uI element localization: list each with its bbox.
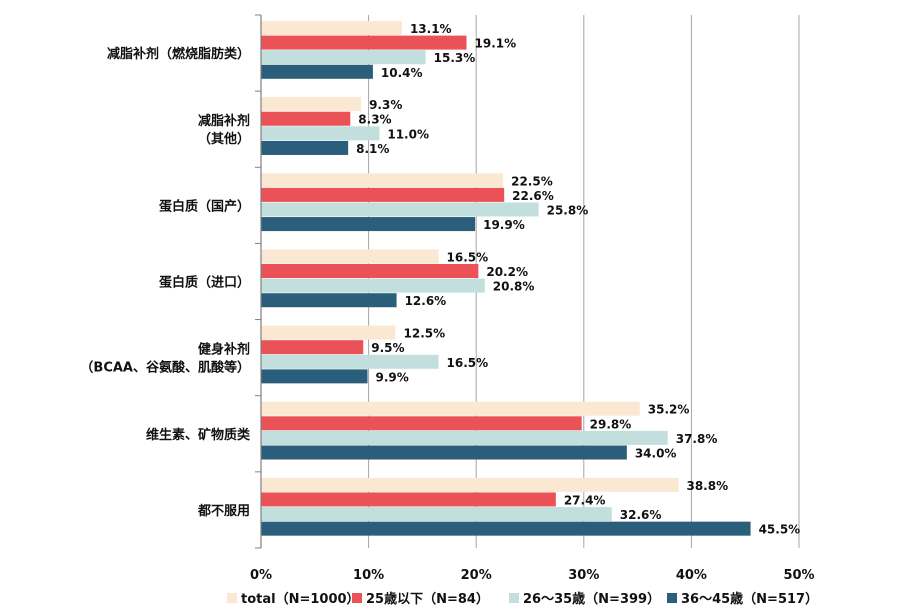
x-tick-label: 30% [568,568,599,583]
legend-swatch [227,593,237,603]
bar-value-label: 11.0% [387,127,429,141]
legend: total（N=1000） 25歳以下（N=84） 26～35歳（N=399） 36～… [227,591,818,607]
bar-value-label: 32.6% [620,508,662,522]
bar [261,477,679,492]
bar [261,521,751,536]
bar [261,35,467,50]
legend-label: total（N=1000） [241,591,360,607]
bar [261,340,364,355]
category-label: 蛋白质（国产） [159,198,250,214]
bar-value-label: 8.1% [356,142,389,156]
bar-value-label: 20.8% [493,280,535,294]
bar [261,401,640,416]
bar-value-label: 25.8% [547,203,589,217]
legend-swatch [509,593,519,603]
bar [261,492,556,507]
bar-value-label: 15.3% [434,51,476,65]
bar [261,21,402,35]
x-tick-label: 50% [783,568,814,583]
bar [261,264,479,279]
bar-value-label: 10.4% [381,66,423,80]
bar-value-label: 22.5% [511,174,553,188]
bar-value-label: 9.3% [369,98,402,112]
bar [261,293,397,308]
bar-value-label: 29.8% [590,417,632,431]
category-label: （其他） [198,131,250,147]
category-label: （BCAA、谷氨酸、肌酸等） [80,360,250,376]
x-tick-label: 0% [250,568,272,583]
legend-swatch [667,593,677,603]
bar [261,445,627,460]
bar-value-label: 12.5% [404,327,446,341]
bar [261,249,439,264]
bar [261,369,368,384]
legend-label: 36～45歳（N=517） [681,591,818,607]
bar [261,111,351,126]
bar [261,126,380,141]
bar-value-label: 45.5% [759,523,801,537]
bar-value-label: 9.9% [376,370,409,384]
bar [261,278,485,293]
bar [261,202,539,217]
bar-value-label: 34.0% [635,447,677,461]
bar [261,325,396,340]
bar-value-label: 38.8% [686,479,728,493]
bar [261,430,668,445]
bar [261,64,373,79]
category-label: 蛋白质（进口） [159,275,250,291]
bar [261,173,504,188]
bar [261,507,612,522]
category-labels: 减脂补剂（燃烧脂肪类） 减脂补剂 （其他） 蛋白质（国产） 蛋白质（进口） 健身补剂 （BC… [80,46,251,519]
bar-value-label: 16.5% [447,356,489,370]
x-tick-label: 40% [676,568,707,583]
bar-value-label: 22.6% [512,189,554,203]
category-label: 维生素、矿物质类 [146,427,251,443]
bar-value-label: 20.2% [486,265,528,279]
bar [261,187,505,202]
legend-label: 26～35歳（N=399） [523,591,660,607]
axes [255,14,262,549]
bar [261,50,426,65]
bar-value-label: 19.1% [475,37,517,51]
legend-swatch [352,593,362,603]
x-tick-labels: 0% 10% 20% 30% 40% 50% [250,568,815,583]
bar [261,416,582,431]
bars: 13.1% 19.1%15.3% 10.4% 9.3%8.3%11.0%8.1% 22.… [261,21,800,537]
bar-value-label: 16.5% [447,250,489,264]
bar-value-label: 8.3% [358,113,391,127]
bar-value-label: 37.8% [676,432,718,446]
bar [261,97,362,112]
bar [261,354,439,369]
bar-value-label: 13.1% [410,22,452,36]
category-label: 健身补剂 [198,342,250,358]
bar-value-label: 19.9% [483,218,525,232]
bar-value-label: 27.4% [564,493,606,507]
x-tick-label: 20% [461,568,492,583]
category-label: 减脂补剂 [198,113,250,129]
bar [261,217,476,232]
x-tick-label: 10% [353,568,384,583]
bar-value-label: 12.6% [405,294,447,308]
category-label: 都不服用 [197,503,250,519]
bar [261,140,349,155]
bar-value-label: 35.2% [648,403,690,417]
category-label: 减脂补剂（燃烧脂肪类） [107,46,250,62]
legend-label: 25歳以下（N=84） [366,591,489,607]
bar-value-label: 9.5% [371,341,404,355]
